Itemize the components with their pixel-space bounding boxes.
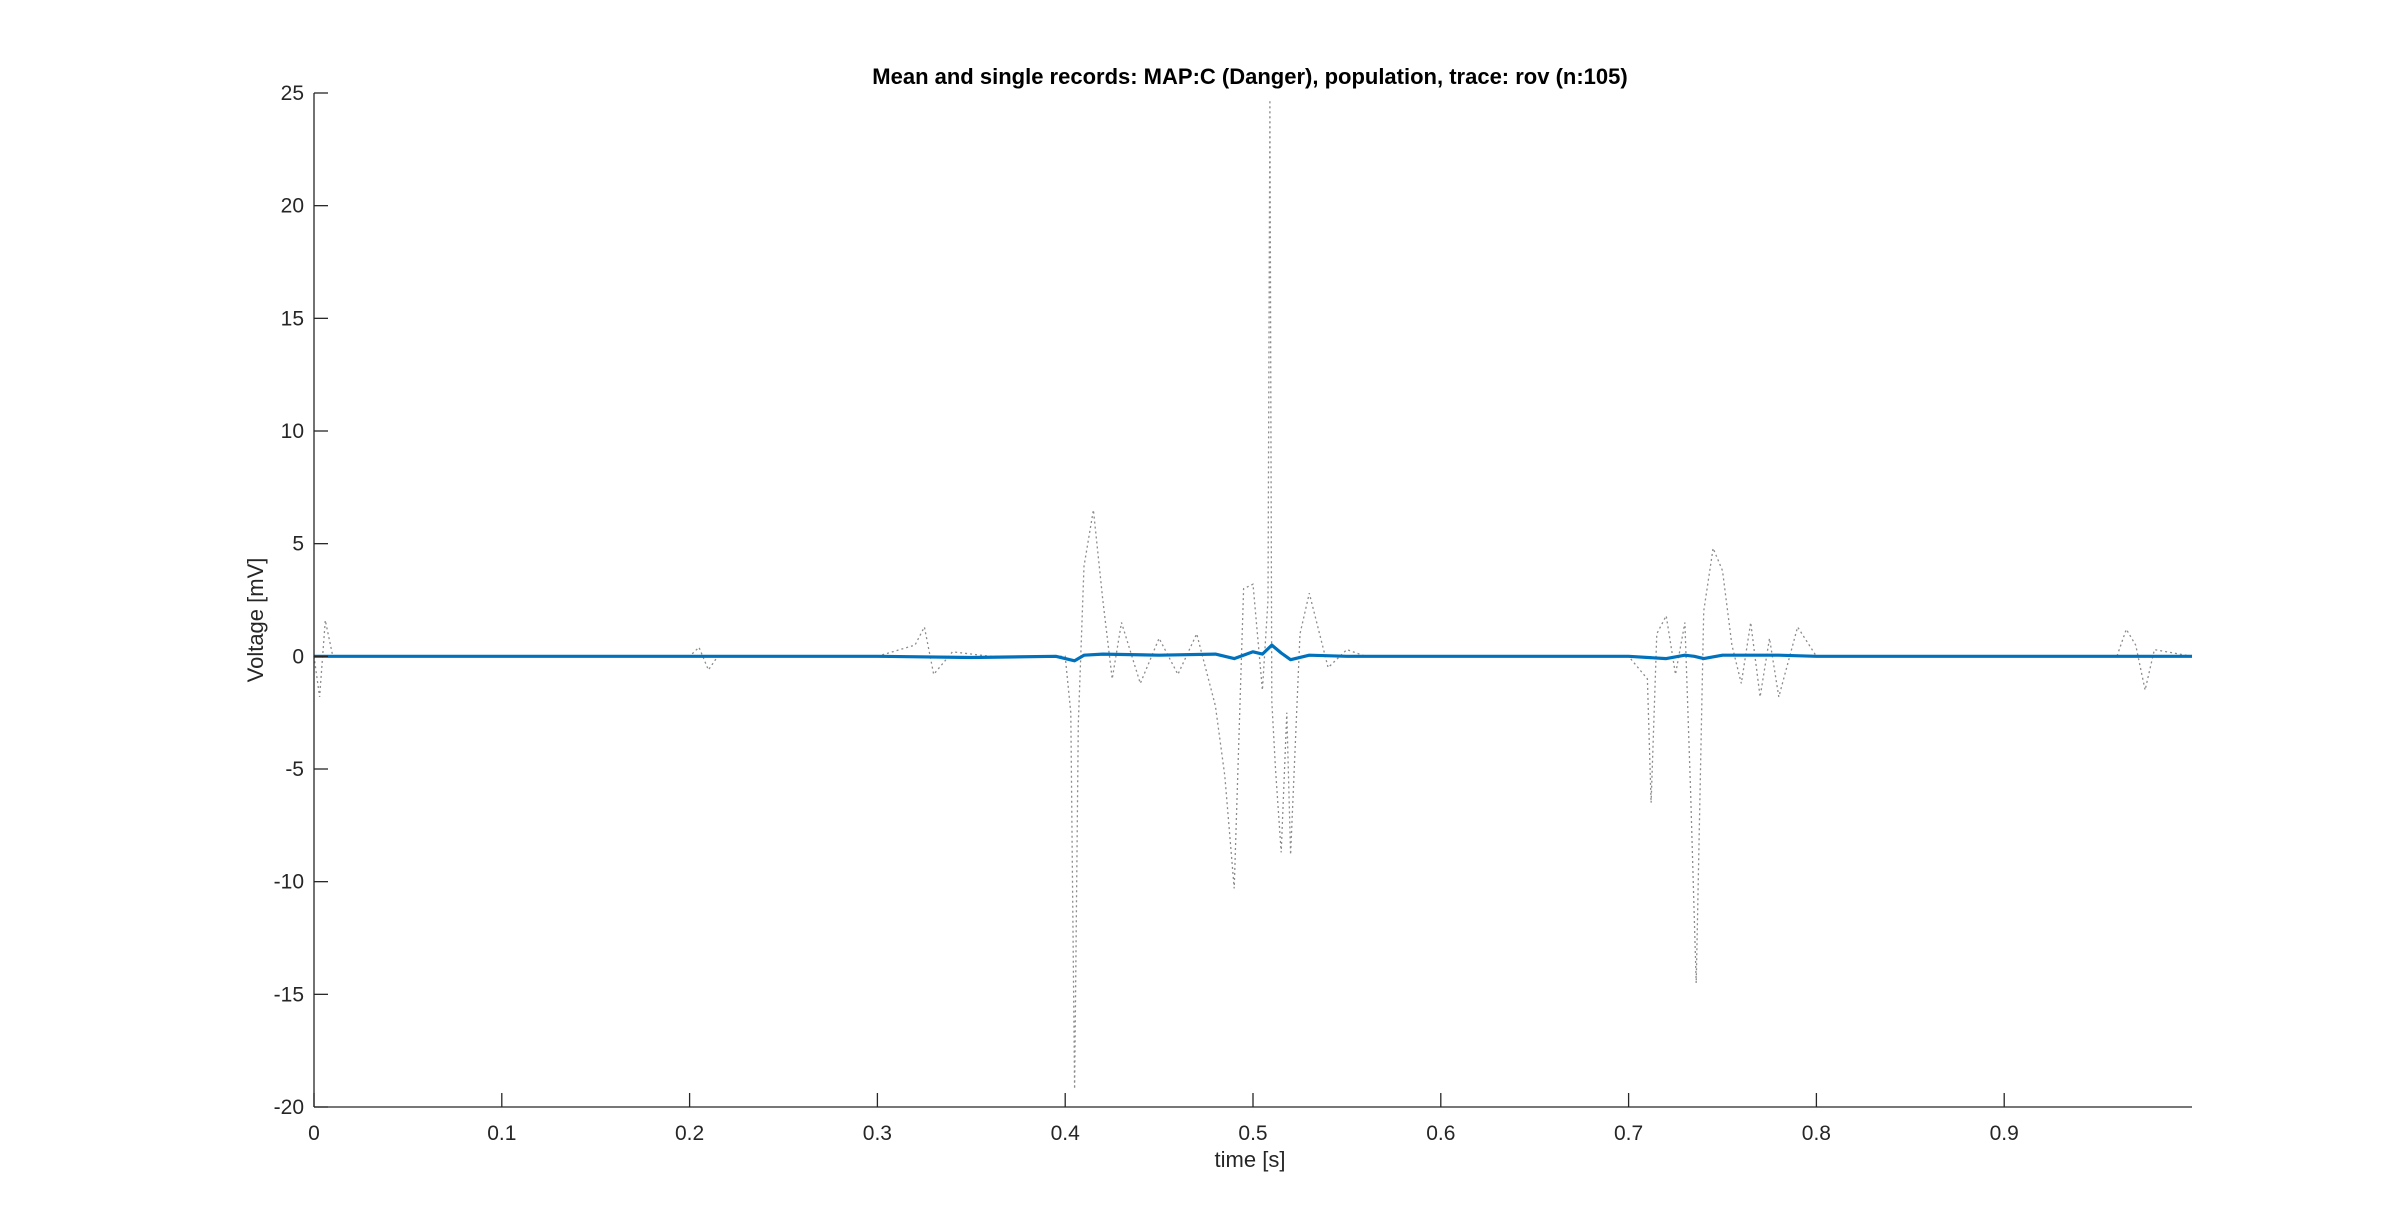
- y-tick-label: -15: [274, 983, 304, 1006]
- mean-trace-line: [314, 643, 2192, 663]
- x-axis-label: time [s]: [1215, 1147, 1286, 1172]
- x-tick-label: 0.5: [1238, 1122, 1267, 1145]
- y-tick-label: 25: [281, 82, 304, 105]
- mean-trace-layer: [314, 643, 2192, 663]
- y-tick-label: -20: [274, 1096, 304, 1119]
- y-axis-label: Voltage [mV]: [243, 558, 268, 683]
- x-tick-label: 0.6: [1426, 1122, 1455, 1145]
- y-tick-label: 20: [281, 195, 304, 218]
- x-tick-labels: 0 0.1 0.2 0.3 0.4 0.5 0.6 0.7 0.8 0.9: [308, 1122, 2019, 1145]
- y-tick-label: -5: [285, 758, 304, 781]
- tick-marks: [313, 92, 2005, 1108]
- x-tick-label: 0.4: [1051, 1122, 1081, 1145]
- y-tick-label: 10: [281, 420, 304, 443]
- y-tick-label: 0: [292, 645, 304, 668]
- y-tick-label: 15: [281, 307, 304, 330]
- x-tick-label: 0.9: [1990, 1122, 2019, 1145]
- x-tick-label: 0.1: [487, 1122, 516, 1145]
- x-tick-label: 0.2: [675, 1122, 704, 1145]
- y-tick-label: 5: [292, 533, 304, 556]
- x-tick-label: 0.7: [1614, 1122, 1643, 1145]
- chart-title: Mean and single records: MAP:C (Danger),…: [872, 64, 1627, 89]
- y-tick-labels: 25 20 15 10 5 0 -5 -10 -15 -20: [274, 82, 304, 1119]
- y-tick-label: -10: [274, 871, 304, 894]
- x-tick-label: 0.3: [863, 1122, 892, 1145]
- x-tick-label: 0: [308, 1122, 320, 1145]
- x-tick-label: 0.8: [1802, 1122, 1831, 1145]
